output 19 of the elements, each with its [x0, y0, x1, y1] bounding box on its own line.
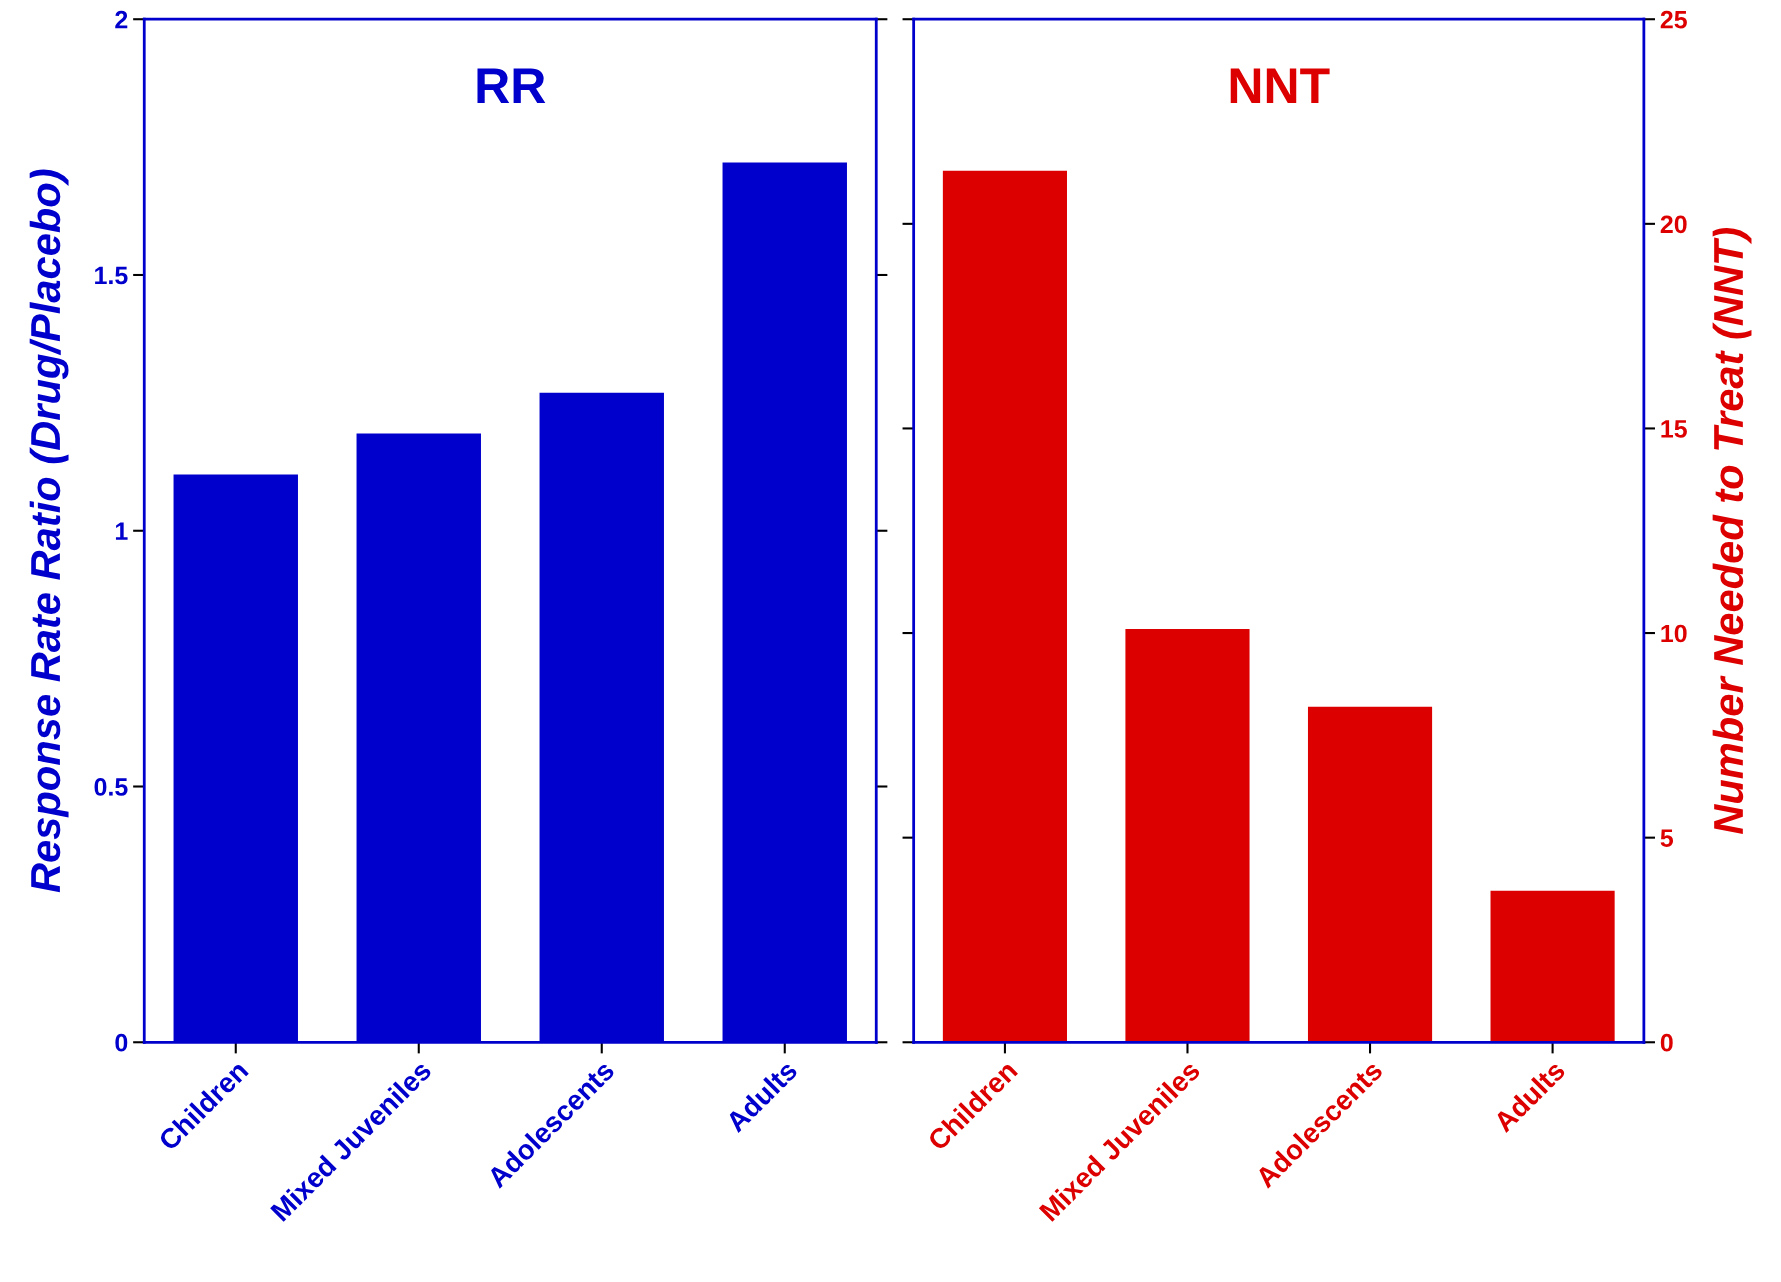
- y-tick-label: 2: [115, 10, 128, 29]
- y-tick-label: 1: [115, 522, 128, 540]
- y2-tick-label: 25: [1660, 10, 1687, 29]
- y2-tick-label: 15: [1661, 420, 1687, 438]
- y2-tick-label: 20: [1660, 215, 1687, 234]
- y2-tick-label: 10: [1661, 624, 1687, 643]
- y2-axis-title: Number Needed to Treat (NNT): [1712, 227, 1752, 835]
- text: NNT: [1230, 68, 1330, 103]
- bar: [942, 170, 1067, 1043]
- y2-tick-label: 0: [1660, 1033, 1673, 1052]
- bar: [1307, 706, 1433, 1043]
- y-tick-label: 0: [115, 1033, 128, 1052]
- y-axis-title: Response Rate Ratio (Drug/Placebo): [29, 169, 69, 893]
- y-tick-label: 1.5: [95, 266, 128, 285]
- bar: [1125, 628, 1250, 1043]
- bar: [1490, 890, 1615, 1043]
- y-tick-label: 0.5: [94, 778, 128, 796]
- text: RR: [477, 68, 546, 103]
- y2-tick-label: 5: [1660, 829, 1674, 847]
